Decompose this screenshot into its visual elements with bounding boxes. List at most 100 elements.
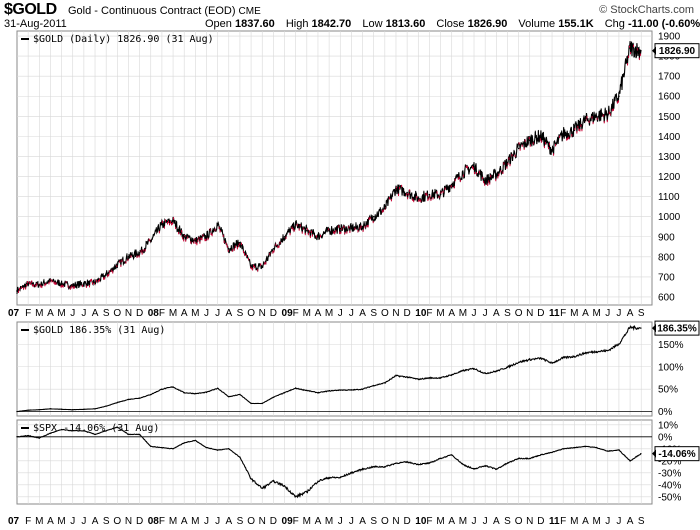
gold_pct-point (72, 409, 74, 411)
quote-summary: Open 1837.60 High 1842.70 Low 1813.60 Cl… (205, 18, 700, 30)
price-point (540, 135, 542, 138)
price-point (528, 139, 531, 142)
gold_pct-point (250, 402, 252, 405)
legend-label: $GOLD 186.35% (31 Aug) (33, 325, 165, 336)
month-label: A (315, 516, 322, 527)
spx_pct-point (283, 485, 286, 487)
symbol-title: $GOLD (4, 1, 57, 18)
y-tick-label: 1500 (658, 112, 681, 123)
gold_pct-point (283, 392, 286, 394)
price-point (239, 241, 241, 244)
month-label: J (338, 516, 343, 527)
month-label: F (159, 516, 165, 527)
gold_pct-point (116, 401, 119, 404)
spx_pct-point (350, 472, 353, 474)
month-label: F (426, 516, 432, 527)
price-point (428, 193, 431, 196)
y-tick-label: 600 (658, 292, 675, 303)
last-value-label: 1826.90 (659, 46, 696, 57)
month-label: O (515, 308, 523, 319)
gold_pct-point (484, 372, 486, 375)
month-label: A (225, 308, 232, 319)
month-label: J (349, 516, 354, 527)
spx_pct-point (72, 430, 74, 432)
y-tick-label: 900 (658, 232, 675, 243)
month-label: N (259, 516, 266, 527)
price-point (250, 266, 252, 268)
stockcharts-brand[interactable]: © StockCharts.com (599, 4, 694, 16)
price-point (49, 280, 52, 282)
spx_pct-point (595, 446, 598, 449)
month-label: S (237, 308, 244, 319)
month-label: M (35, 516, 43, 527)
month-label: A (359, 516, 366, 527)
month-label: J (204, 308, 209, 319)
month-label: A (359, 308, 366, 319)
gold_pct-point (150, 393, 152, 396)
spx_pct-point (183, 442, 185, 444)
spx_pct-point (451, 454, 453, 456)
month-label: J (70, 308, 75, 319)
month-label: D (537, 308, 544, 319)
spx_pct-point (60, 428, 63, 431)
spx_pct-point (16, 436, 18, 438)
month-label: S (103, 308, 110, 319)
month-label: M (191, 308, 199, 319)
month-label: M (35, 308, 43, 319)
y-tick-label: 0% (658, 407, 673, 418)
spx_pct-point (216, 449, 219, 451)
price-point (172, 219, 174, 222)
month-label: F (25, 308, 31, 319)
price-point (127, 256, 130, 258)
symbol-description: Gold - Continuous Contract (EOD) CME (68, 5, 261, 17)
y-tick-label: 10% (658, 420, 678, 431)
month-label: M (57, 308, 65, 319)
spx_pct-point (105, 430, 107, 432)
gold_pct-point (506, 366, 509, 368)
price-point (384, 207, 386, 210)
month-label: F (560, 516, 566, 527)
gold_pct-point (27, 409, 29, 411)
gold_pct-point (640, 327, 642, 329)
price-point (60, 283, 63, 285)
y-tick-label: 1300 (658, 152, 681, 163)
gold_pct-point (540, 357, 542, 359)
month-label: D (404, 516, 411, 527)
month-label: O (515, 516, 523, 527)
gold_pct-point (161, 388, 163, 390)
month-label: J (483, 516, 488, 527)
y-tick-label: 50% (658, 385, 678, 396)
spx_pct-point (317, 480, 319, 482)
spx_pct-point (640, 452, 642, 455)
month-label: O (113, 308, 121, 319)
low-label: Low (362, 18, 383, 30)
month-label: O (247, 516, 255, 527)
gold_pct-point (451, 374, 453, 376)
month-label: N (125, 308, 132, 319)
gold_pct-point (205, 391, 208, 393)
price-point (216, 223, 219, 226)
month-label: M (459, 308, 467, 319)
low-value: 1813.60 (385, 18, 426, 30)
y-tick-label: 1900 (658, 32, 681, 43)
y-tick-label: -40% (658, 480, 681, 491)
month-label: J (81, 308, 86, 319)
price-point (116, 264, 119, 266)
spx_pct-point (294, 496, 297, 498)
year-label: 08 (148, 308, 160, 319)
month-label: J (349, 308, 354, 319)
legend-label: $GOLD (Daily) 1826.90 (31 Aug) (33, 34, 214, 45)
spx_pct-point (138, 433, 141, 436)
panel-frame-spx_pct (16, 419, 653, 505)
gold_pct-point (194, 392, 197, 395)
gold_pct-point (350, 389, 353, 391)
change-value: -11.00 (-0.60%) (627, 18, 700, 30)
gold_pct-point (372, 384, 375, 387)
spx_pct-point (495, 468, 498, 470)
price-point (372, 215, 375, 218)
year-label: 09 (282, 308, 294, 319)
spx_pct-point (529, 457, 531, 460)
month-label: M (325, 308, 333, 319)
price-point (439, 193, 442, 196)
